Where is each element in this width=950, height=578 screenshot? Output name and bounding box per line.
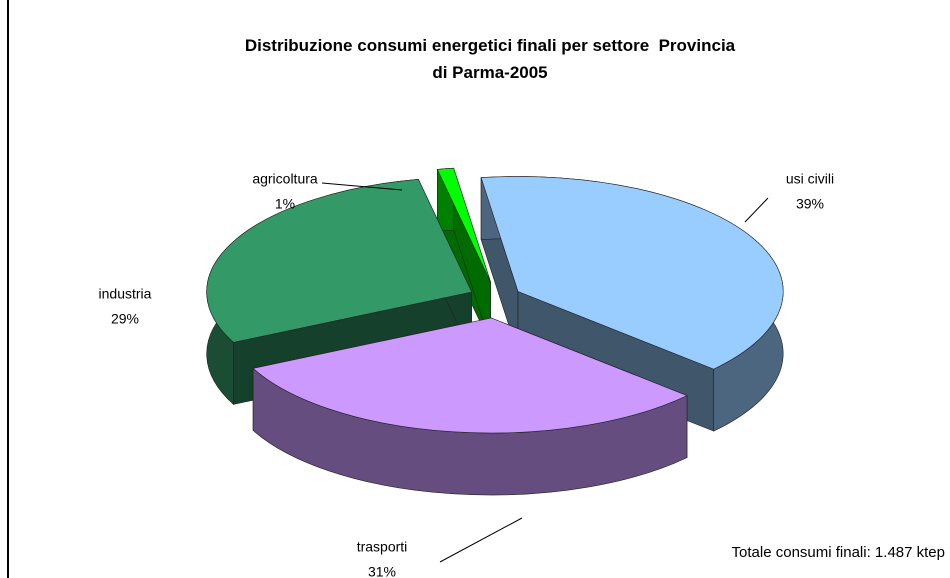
annotation: Totale consumi finali: 1.487 ktep (732, 544, 945, 561)
slice (436, 167, 491, 283)
pie (206, 167, 784, 496)
leader-line (439, 517, 523, 563)
chart-title: Distribuzione consumi energetici finali … (244, 36, 736, 82)
slice-value-label: 29% (111, 311, 139, 327)
leader-line (321, 182, 403, 191)
slice (480, 176, 784, 370)
slice (206, 178, 473, 343)
slice-label: usi civili (786, 171, 834, 187)
slice-label: agricoltura (252, 171, 318, 187)
slice (252, 317, 688, 434)
slice-label: industria (99, 286, 152, 302)
labels: usi civili 39% trasporti 31% industria 29% agr… (99, 171, 835, 578)
slice-value-label: 1% (275, 196, 295, 212)
leader-line (744, 197, 769, 223)
slice-value-label: 39% (796, 196, 824, 212)
slice-label: trasporti (357, 539, 408, 555)
slice-value-label: 31% (368, 564, 396, 578)
